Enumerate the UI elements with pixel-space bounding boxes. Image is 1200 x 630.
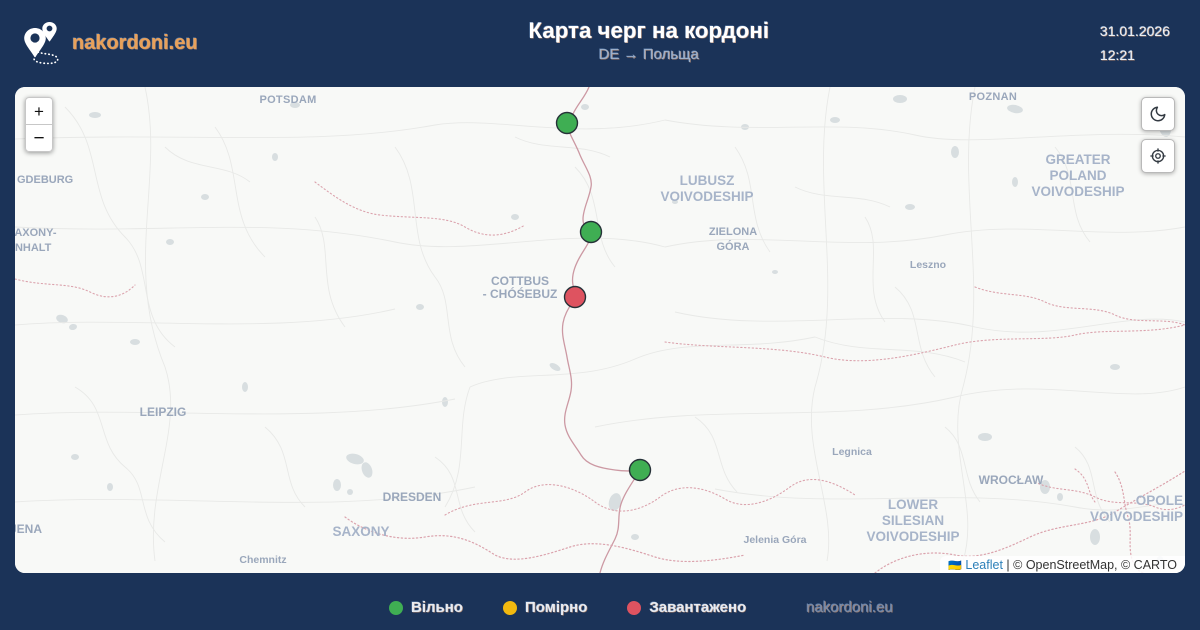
svg-text:VOIVODESHIP: VOIVODESHIP (1090, 509, 1183, 524)
svg-text:SAXONY-: SAXONY- (15, 227, 57, 239)
svg-text:GÓRA: GÓRA (717, 240, 750, 253)
svg-text:POZNAN: POZNAN (969, 91, 1017, 103)
svg-text:Legnica: Legnica (832, 446, 872, 458)
svg-text:VOIVODESHIP: VOIVODESHIP (866, 529, 959, 544)
svg-text:POLAND: POLAND (1050, 168, 1107, 183)
svg-text:ANHALT: ANHALT (15, 242, 52, 254)
svg-text:GREATER: GREATER (1045, 152, 1110, 167)
svg-text:POTSDAM: POTSDAM (259, 94, 316, 106)
svg-text:VOIVODESHIP: VOIVODESHIP (1031, 184, 1124, 199)
svg-text:SAXONY: SAXONY (332, 524, 389, 539)
svg-text:LUBUSZ: LUBUSZ (680, 173, 735, 188)
svg-text:ZIELONA: ZIELONA (709, 226, 757, 238)
svg-text:Jelenia Góra: Jelenia Góra (743, 534, 806, 546)
svg-text:OPOLE: OPOLE (1136, 493, 1183, 508)
svg-text:SILESIAN: SILESIAN (882, 513, 944, 528)
svg-text:LOWER: LOWER (888, 497, 938, 512)
svg-text:Leszno: Leszno (910, 259, 946, 271)
svg-text:- CHÓŚEBUZ: - CHÓŚEBUZ (483, 286, 558, 301)
svg-text:COTTBUS: COTTBUS (491, 274, 549, 288)
svg-text:WROCŁAW: WROCŁAW (979, 473, 1044, 487)
svg-text:Chemnitz: Chemnitz (239, 554, 286, 566)
svg-text:GDEBURG: GDEBURG (17, 174, 73, 186)
svg-text:JENA: JENA (15, 522, 42, 536)
svg-text:VOIVODESHIP: VOIVODESHIP (660, 189, 753, 204)
svg-text:DRESDEN: DRESDEN (383, 490, 442, 504)
svg-text:LEIPZIG: LEIPZIG (140, 405, 187, 419)
